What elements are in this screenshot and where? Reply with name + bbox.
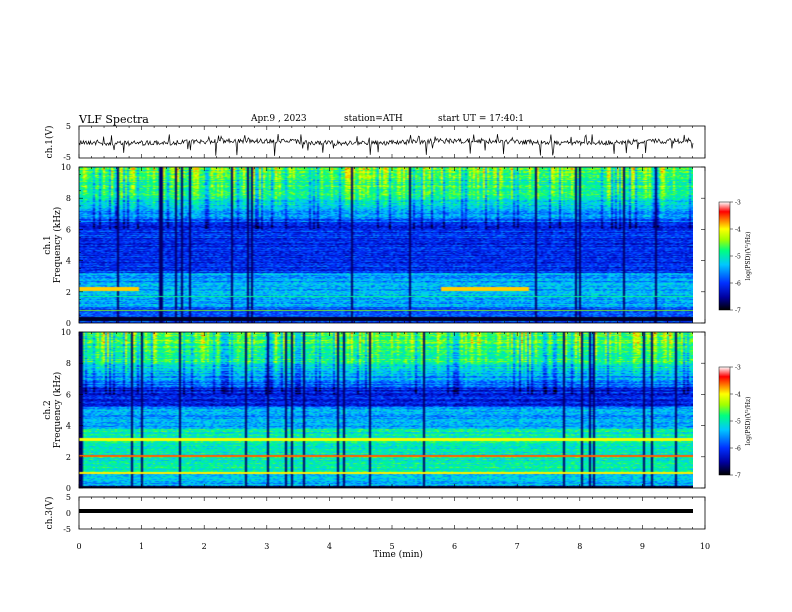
ch3-ytick-mid: 0	[66, 509, 71, 518]
ch4-waveform-xticks	[78, 497, 706, 529]
frequency-tick-label: 8	[66, 359, 71, 368]
ch1-frequency-ylabel: Frequency (kHz)	[52, 207, 63, 284]
colorbar-tick-label: -4	[735, 227, 741, 234]
time-tick-label: 9	[640, 542, 645, 551]
colorbar-tick-label: -7	[735, 308, 741, 315]
frequency-tick-label: 0	[66, 319, 71, 328]
frequency-tick-label: 2	[66, 453, 71, 462]
ch1-spectrogram-channel-label: ch.1	[43, 235, 53, 254]
frequency-tick-label: 10	[61, 163, 71, 172]
time-tick-label: 5	[389, 542, 394, 551]
colorbar-tick-label: -7	[735, 473, 741, 480]
ch2-colorbar: -3 -4 -5 -6 -7 log(PSD)(V²/Hz)	[718, 365, 752, 480]
time-axis-ticklabels: 0 1 2 3 4 5 6 7 8 9 10	[76, 542, 710, 551]
ch1-spectrogram-yticks: 0 2 4 6 8 10	[61, 163, 705, 328]
time-tick-label: 8	[577, 542, 582, 551]
ch1-spectrogram-xticks	[78, 167, 706, 323]
ch3-ytick-bottom: -5	[63, 525, 71, 534]
chart-title: VLF Spectra	[79, 113, 149, 126]
ch1-ytick-bottom: -5	[63, 153, 71, 162]
time-tick-label: 10	[700, 542, 710, 551]
time-tick-label: 3	[264, 542, 269, 551]
colorbar-tick-label: -5	[735, 254, 741, 261]
colorbar-tick-label: -4	[735, 392, 741, 399]
ch1-colorbar-label: log(PSD)(V²/Hz)	[745, 232, 752, 281]
frequency-tick-label: 0	[66, 484, 71, 493]
frequency-tick-label: 10	[61, 328, 71, 337]
date-label: Apr.9 , 2023	[251, 114, 307, 124]
frequency-tick-label: 6	[66, 390, 71, 399]
frequency-tick-label: 4	[66, 422, 71, 431]
ch2-spectrogram-xticks	[78, 332, 706, 488]
colorbar-tick-label: -3	[735, 200, 741, 207]
ch2-colorbar-ticks: -3 -4 -5 -6 -7	[730, 365, 741, 480]
ch3-voltage-ylabel: ch.3(V)	[44, 497, 55, 530]
time-tick-label: 0	[76, 542, 81, 551]
ch2-spectrogram-channel-label: ch.2	[43, 400, 53, 419]
colorbar-tick-label: -3	[735, 365, 741, 372]
time-tick-label: 7	[515, 542, 520, 551]
ch1-colorbar-gradient	[718, 201, 731, 311]
ch2-spectrogram-yticks: 0 2 4 6 8 10	[61, 328, 705, 493]
colorbar-tick-label: -6	[735, 281, 741, 288]
frequency-tick-label: 2	[66, 288, 71, 297]
time-tick-label: 2	[202, 542, 207, 551]
ch2-colorbar-gradient	[718, 366, 731, 476]
time-tick-label: 1	[139, 542, 144, 551]
ch1-ytick-top: 5	[66, 122, 71, 131]
ch1-waveform-line	[78, 133, 694, 156]
start-ut-label: start UT = 17:40:1	[438, 114, 524, 124]
colorbar-tick-label: -5	[735, 419, 741, 426]
time-tick-label: 6	[452, 542, 457, 551]
ch2-spectrogram-panel: 0 2 4 6 8 10 ch.2 Frequency (kHz)	[43, 328, 706, 493]
frequency-tick-label: 8	[66, 194, 71, 203]
colorbar-tick-label: -6	[735, 446, 741, 453]
time-axis-label: Time (min)	[373, 549, 423, 560]
ch1-voltage-ylabel: ch.1(V)	[44, 126, 55, 159]
frequency-tick-label: 4	[66, 257, 71, 266]
frequency-tick-label: 6	[66, 225, 71, 234]
ch2-frequency-ylabel: Frequency (kHz)	[52, 372, 63, 449]
ch1-colorbar: -3 -4 -5 -6 -7 log(PSD)(V²/Hz)	[718, 200, 752, 315]
ch1-spectrogram-panel: 0 2 4 6 8 10 ch.1 Frequency (kHz)	[43, 163, 706, 328]
ch1-waveform-panel: 5 -5 ch.1(V)	[44, 122, 706, 162]
ch3-ytick-top: 5	[66, 493, 71, 502]
ch2-spectrogram-image	[79, 332, 693, 488]
ch1-colorbar-ticks: -3 -4 -5 -6 -7	[730, 200, 741, 315]
ch1-spectrogram-image	[79, 167, 693, 323]
station-label: station=ATH	[344, 114, 403, 124]
ch1-waveform-xticks	[78, 126, 706, 158]
ch2-colorbar-label: log(PSD)(V²/Hz)	[745, 397, 752, 446]
ch3-waveform-panel: 5 0 -5 ch.3(V)	[44, 493, 706, 534]
time-tick-label: 4	[327, 542, 332, 551]
